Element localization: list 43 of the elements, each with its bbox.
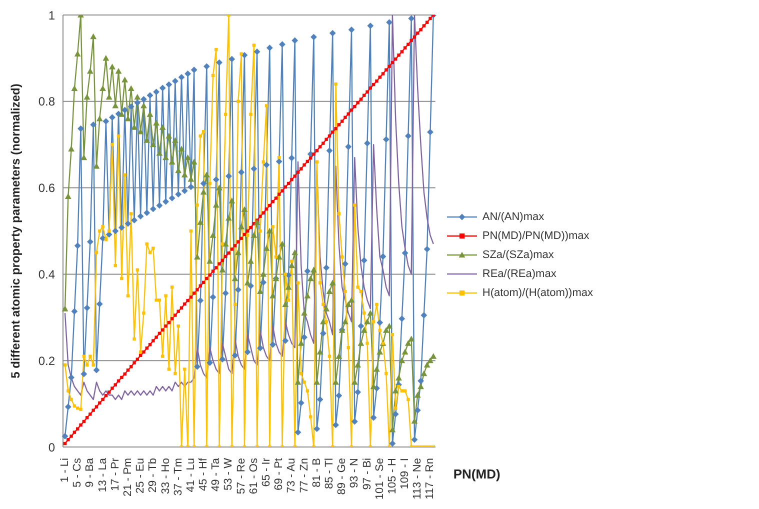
x-tick-label: 1 - Li <box>59 458 71 482</box>
x-tick-label: 113 - Ne <box>412 458 424 500</box>
x-tick-label: 69 - Pt <box>273 458 286 490</box>
legend-label: PN(MD)/PN(MD))max <box>482 230 590 242</box>
x-tick-label: 25 - Eu <box>134 458 147 494</box>
x-tick-label: 57 - Re <box>235 458 248 494</box>
y-tick-label: 0 <box>48 440 56 454</box>
x-tick-label: 89 - Ge <box>336 458 348 495</box>
x-tick-label: 13 - La <box>96 457 109 492</box>
x-tick-label: 117 - Rn <box>424 458 436 500</box>
x-axis-title: PN(MD) <box>453 466 500 482</box>
x-tick-label: 21 - Pm <box>122 458 134 497</box>
x-tick-label: 61 - Os <box>248 458 260 494</box>
legend-label: SZa/(SZa)max <box>482 248 554 260</box>
x-tick-label: 77 - Zn <box>298 458 310 493</box>
x-tick-label: 65 - Ir <box>260 458 273 487</box>
x-tick-label: 29 - Tb <box>147 458 160 493</box>
x-tick-label: 101 - Se <box>374 458 386 500</box>
y-tick-label: 0.2 <box>38 354 56 368</box>
y-tick-label: 0.6 <box>38 181 56 196</box>
y-axis-title: 5 different atomic property parameters (normalized) <box>8 84 22 378</box>
x-tick-label: 53 - W <box>222 457 235 490</box>
x-tick-label: 5 - Cs <box>72 458 84 488</box>
x-tick-label: 37 - Tm <box>172 458 184 496</box>
x-tick-label: 17 - Pr <box>109 458 122 492</box>
legend-label: H(atom)/(H(atom))max <box>482 286 593 298</box>
x-tick-label: 81 - B <box>310 458 323 488</box>
x-tick-label: 49 - Ta <box>210 457 222 492</box>
x-tick-label: 9 - Ba <box>84 457 96 488</box>
x-tick-label: 73 - Au <box>286 458 298 493</box>
x-tick-label: 85 - Tl <box>323 458 336 489</box>
x-tick-label: 97 - Bi <box>361 458 374 490</box>
y-tick-label: 0.4 <box>38 267 56 282</box>
legend-label: REa/(REa)max <box>482 268 556 280</box>
x-tick-label: 33 - Ho <box>160 458 172 494</box>
x-tick-label: 105 - H <box>386 458 398 494</box>
y-tick-label: 0.8 <box>38 94 56 109</box>
legend-label: AN/(AN)max <box>482 210 544 222</box>
y-tick-label: 1 <box>48 8 56 22</box>
x-tick-label: 109 - I <box>399 458 412 490</box>
x-tick-label: 93 - N <box>348 458 361 488</box>
x-tick-label: 41 - Lu <box>184 458 197 492</box>
x-tick-label: 45 - Hf <box>198 457 210 492</box>
